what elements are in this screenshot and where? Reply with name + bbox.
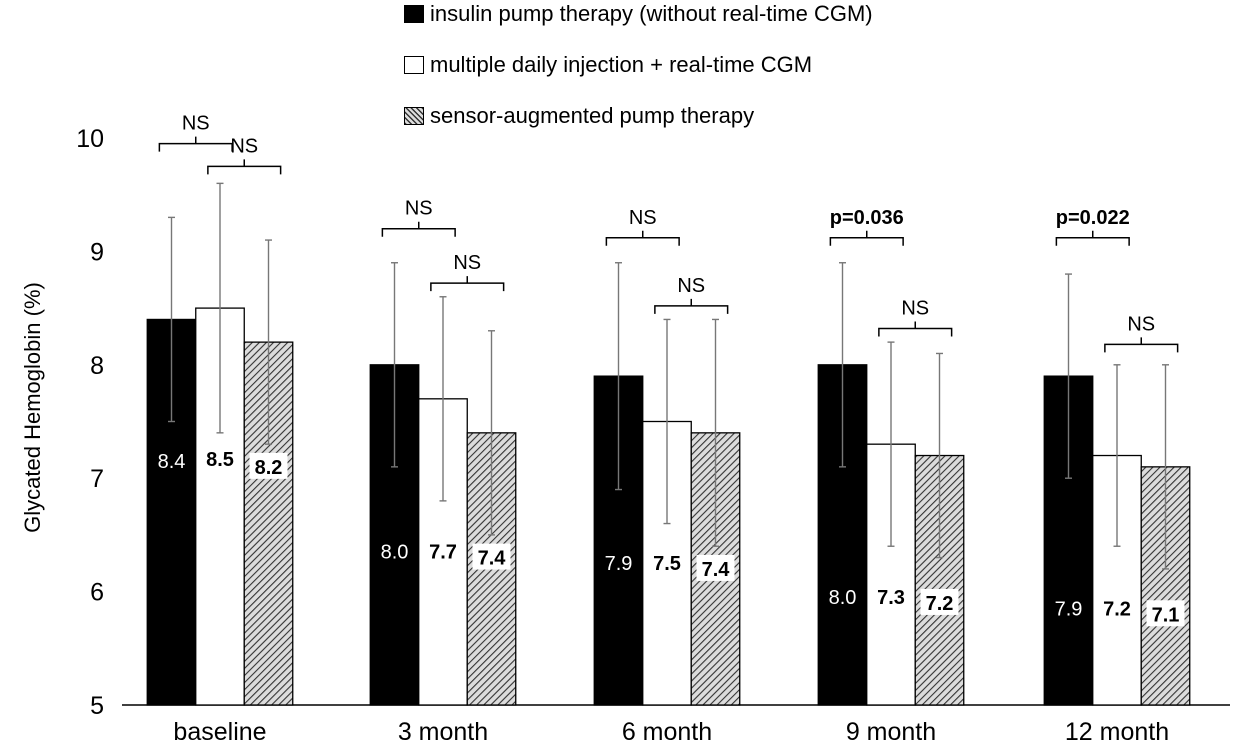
y-tick-label: 10 bbox=[76, 125, 104, 153]
data-label-box bbox=[472, 543, 511, 570]
significance-bracket bbox=[158, 136, 233, 152]
data-label: 7.9 bbox=[1055, 598, 1083, 620]
x-tick-label: 3 month bbox=[398, 718, 488, 746]
legend-label: multiple daily injection + real-time CGM bbox=[430, 52, 813, 77]
legend-swatch-hatched bbox=[404, 107, 424, 125]
x-tick-label: 12 month bbox=[1065, 718, 1169, 746]
y-tick-label: 8 bbox=[90, 352, 104, 380]
significance-label: NS bbox=[1127, 313, 1155, 335]
y-tick-label: 7 bbox=[90, 465, 104, 493]
data-label: 7.2 bbox=[926, 593, 954, 615]
significance-label: p=0.036 bbox=[830, 207, 904, 229]
data-label: 7.4 bbox=[702, 559, 731, 581]
legend-label: insulin pump therapy (without real-time … bbox=[430, 1, 873, 26]
significance-bracket bbox=[878, 321, 953, 337]
data-label: 7.2 bbox=[1103, 598, 1131, 620]
significance-label: NS bbox=[629, 207, 657, 229]
significance-label: NS bbox=[453, 252, 481, 274]
data-label: 7.7 bbox=[429, 542, 457, 564]
data-label: 8.0 bbox=[829, 587, 857, 609]
y-axis-label: Glycated Hemoglobin (%) bbox=[20, 282, 45, 533]
x-tick-label: baseline bbox=[173, 718, 266, 746]
data-label: 8.2 bbox=[255, 457, 283, 479]
significance-bracket bbox=[430, 276, 505, 292]
significance-bracket bbox=[1104, 337, 1179, 353]
significance-label: NS bbox=[405, 198, 433, 220]
significance-label: NS bbox=[182, 113, 210, 135]
significance-bracket bbox=[829, 230, 904, 246]
data-label: 8.4 bbox=[158, 451, 186, 473]
significance-bracket bbox=[207, 159, 282, 175]
data-label: 7.4 bbox=[478, 548, 507, 570]
data-label: 7.5 bbox=[653, 553, 681, 575]
y-tick-label: 5 bbox=[90, 692, 104, 720]
bar bbox=[195, 307, 245, 706]
bar bbox=[1092, 454, 1142, 706]
data-label: 8.0 bbox=[381, 542, 409, 564]
significance-bracket bbox=[1055, 230, 1130, 246]
significance-bracket bbox=[605, 230, 680, 246]
significance-bracket bbox=[381, 221, 456, 237]
legend-label: sensor-augmented pump therapy bbox=[430, 103, 755, 128]
data-label: 7.9 bbox=[605, 553, 633, 575]
data-label: 7.1 bbox=[1152, 604, 1180, 626]
data-label-box bbox=[920, 588, 959, 615]
y-tick-label: 6 bbox=[90, 579, 104, 607]
significance-label: NS bbox=[901, 298, 929, 320]
significance-label: NS bbox=[230, 135, 258, 157]
x-tick-label: 6 month bbox=[622, 718, 712, 746]
y-tick-label: 9 bbox=[90, 238, 104, 266]
x-tick-label: 9 month bbox=[846, 718, 936, 746]
bar bbox=[369, 364, 420, 706]
legend-item-sap: sensor-augmented pump therapy bbox=[404, 103, 873, 128]
data-label-box bbox=[696, 554, 735, 581]
significance-label: NS bbox=[677, 275, 705, 297]
data-label-box bbox=[249, 452, 288, 479]
legend-swatch-black bbox=[404, 5, 424, 23]
legend-item-insulin-pump: insulin pump therapy (without real-time … bbox=[404, 1, 873, 26]
legend: insulin pump therapy (without real-time … bbox=[404, 1, 873, 155]
data-label: 7.3 bbox=[877, 587, 905, 609]
legend-item-mdi-cgm: multiple daily injection + real-time CGM bbox=[404, 52, 873, 77]
significance-bracket bbox=[654, 298, 729, 314]
significance-label: p=0.022 bbox=[1056, 207, 1130, 229]
legend-swatch-white bbox=[404, 56, 424, 74]
data-label: 8.5 bbox=[206, 449, 234, 471]
data-label-box bbox=[1146, 600, 1185, 627]
